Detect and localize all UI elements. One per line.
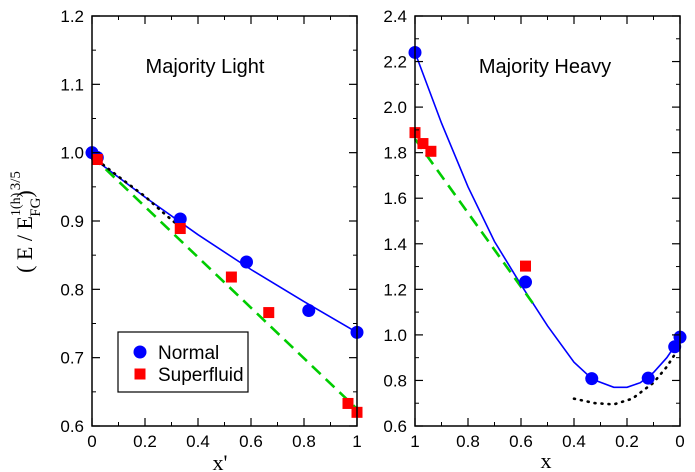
y-tick-label: 0.7 (60, 349, 84, 368)
point-superfluid (263, 307, 275, 319)
y-tick-label: 0.6 (383, 417, 407, 436)
y-axis-label-text: ( E / E1(h) FG)3/5 (8, 171, 44, 273)
point-normal (239, 255, 253, 269)
x-axis-label: x (541, 448, 552, 472)
x-tick-label: 0.2 (133, 432, 157, 451)
legend-marker-superfluid (134, 368, 146, 380)
y-tick-label: 1.4 (383, 235, 407, 254)
x-tick-label: 0 (675, 432, 684, 451)
point-superfluid (225, 271, 237, 283)
legend-label-normal: Normal (158, 343, 219, 364)
y-tick-label: 2.0 (383, 98, 407, 117)
y-tick-label: 1.1 (60, 75, 84, 94)
y-tick-label: 2.2 (383, 53, 407, 72)
point-normal (585, 372, 599, 386)
y-tick-label: 1.0 (383, 326, 407, 345)
x-tick-label: 0.8 (292, 432, 316, 451)
y-tick-label: 2.4 (383, 7, 407, 26)
y-tick-label: 0.6 (60, 417, 84, 436)
x-tick-label: 0.4 (186, 432, 210, 451)
x-tick-label: 0 (87, 432, 96, 451)
y-tick-label: 1.6 (383, 189, 407, 208)
point-normal (519, 275, 533, 289)
x-tick-label: 0.6 (509, 432, 533, 451)
point-superfluid (520, 260, 532, 272)
point-superfluid (174, 223, 186, 235)
curve-dotted (572, 345, 682, 406)
x-tick-label: 0.4 (562, 432, 586, 451)
y-tick-label: 0.8 (383, 371, 407, 390)
y-tick-label: 1.2 (383, 280, 407, 299)
point-superfluid (91, 154, 103, 165)
legend-box (117, 331, 249, 393)
point-superfluid (342, 397, 354, 409)
legend-marker-normal (133, 345, 147, 359)
panel-title: Majority Light (146, 56, 265, 78)
curve-dotted (90, 154, 181, 228)
y-tick-label: 0.8 (60, 280, 84, 299)
point-superfluid (417, 138, 429, 150)
x-tick-label: 0.2 (615, 432, 639, 451)
y-tick-label: 1.2 (60, 7, 84, 26)
point-normal (302, 304, 316, 318)
point-normal (173, 212, 187, 226)
y-tick-label: 1.8 (383, 144, 407, 163)
y-tick-label: 0.9 (60, 212, 84, 231)
curve-dashed (413, 138, 536, 307)
x-tick-label: 0.6 (239, 432, 263, 451)
point-normal (668, 340, 682, 354)
curve-dashed (91, 155, 358, 410)
x-tick-label: 1 (352, 432, 361, 451)
panel-majority-heavy: 1 0.8 0.6 0.4 0.2 0 0.6 0.8 1.0 1.2 1.4 1.6 1.8 2.0 2.… (383, 7, 687, 472)
panel-title: Majority Heavy (479, 56, 611, 78)
panel-majority-light: 0 0.2 0.4 0.6 0.8 1 0.6 0.7 0.8 0.9 1.0 1.1 1.2 Major… (60, 7, 364, 472)
y-tick-label: 1.0 (60, 144, 84, 163)
curve-solid (91, 156, 358, 334)
curve-solid (414, 52, 681, 389)
point-superfluid (425, 145, 437, 157)
point-normal (641, 371, 655, 385)
x-tick-label: 1 (410, 432, 419, 451)
y-axis-label: ( E / E1(h) FG)3/5 (8, 171, 44, 273)
x-tick-label: 0.8 (456, 432, 480, 451)
x-axis-label: x' (213, 450, 228, 472)
legend-label-superfluid: Superfluid (158, 365, 244, 386)
